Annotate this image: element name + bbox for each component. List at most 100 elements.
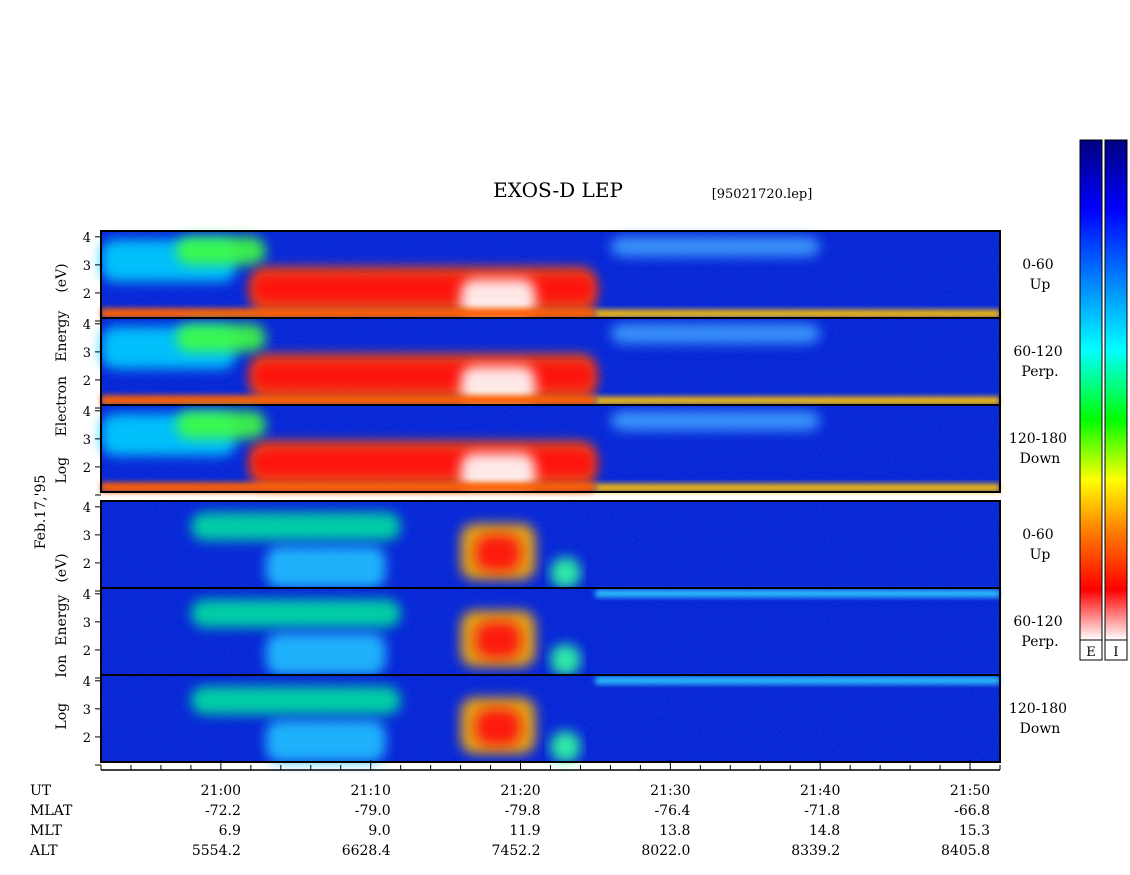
ephemeris-value-mlat: -76.4	[654, 803, 690, 819]
time-tick-label: 21:40	[800, 783, 840, 799]
ephemeris-value-mlat: -79.8	[505, 803, 541, 819]
ephemeris-value-alt: 5554.2	[192, 843, 241, 859]
electron-label-log: Log	[54, 457, 70, 484]
flux-region	[175, 323, 266, 352]
ephemeris-value-mlat: -79.0	[355, 803, 391, 819]
electron-label-energy: Energy	[54, 311, 70, 362]
y-tick-label: 3	[83, 433, 91, 448]
y-tick-label: 2	[83, 461, 91, 476]
ion-bar-label-box	[1104, 639, 1128, 661]
electron-label-electron: Electron	[54, 376, 70, 437]
file-label: [95021720.lep]	[712, 187, 813, 202]
flux-region	[265, 633, 386, 676]
low-energy-band	[101, 395, 596, 406]
ephemeris-row-label: ALT	[29, 843, 58, 859]
time-tick-label: 21:20	[500, 783, 540, 799]
time-tick-label: 21:10	[351, 783, 391, 799]
panel-frame	[100, 404, 1001, 493]
panel-ion-perp	[100, 587, 1001, 676]
ephemeris-row-label: UT	[30, 783, 52, 799]
ephemeris-value-mlat: -72.2	[205, 803, 241, 819]
direction-label: Down	[1020, 721, 1061, 737]
flux-region	[250, 360, 596, 392]
direction-label: Up	[1030, 547, 1051, 563]
low-energy-band	[595, 396, 1000, 405]
ephemeris-value-mlt: 6.9	[219, 823, 241, 839]
panel-frame	[100, 674, 1001, 763]
ion-axis-label: Log Ion Energy (eV)	[54, 553, 70, 729]
ephemeris-value-alt: 6628.4	[342, 843, 391, 859]
y-tick-label: 3	[83, 616, 91, 631]
pitch-angle-label: 120-180	[1009, 701, 1067, 717]
ephemeris-value-mlt: 15.3	[959, 823, 990, 839]
flux-region	[190, 599, 401, 628]
y-tick-label: 4	[83, 501, 91, 516]
pitch-angle-labels: 0-60 Up 60-120 Perp. 120-180 Down 0-60 Up 60-120…	[1009, 257, 1067, 737]
y-tick-label: 2	[83, 731, 91, 746]
direction-label: Up	[1030, 277, 1051, 293]
ephemeris-value-alt: 7452.2	[492, 843, 541, 859]
flux-region	[190, 512, 401, 541]
flux-region	[550, 731, 581, 763]
pitch-angle-label: 0-60	[1022, 527, 1053, 543]
panel-ion-down	[100, 674, 1001, 763]
electron-label-ev: (eV)	[54, 263, 70, 292]
y-tick-label: 2	[83, 374, 91, 389]
ion-label-ion: Ion	[54, 655, 70, 678]
panel-electron-down	[100, 404, 1001, 493]
time-tick-label: 21:30	[650, 783, 690, 799]
flux-region	[610, 323, 821, 344]
electron-bar-label: E	[1086, 645, 1096, 660]
y-tick-label: 2	[83, 557, 91, 572]
low-energy-band	[595, 483, 1000, 492]
low-energy-band	[101, 308, 596, 319]
flux-region	[175, 236, 266, 265]
y-tick-label: 4	[83, 231, 91, 246]
ephemeris-value-alt: 8339.2	[791, 843, 840, 859]
pitch-angle-label: 60-120	[1013, 344, 1062, 360]
ion-color-bar	[1104, 139, 1128, 641]
flux-region	[190, 686, 401, 715]
ephemeris-value-mlt: 13.8	[659, 823, 690, 839]
ion-bar-label: I	[1113, 645, 1118, 660]
flux-region	[610, 236, 821, 257]
direction-label: Down	[1020, 451, 1061, 467]
electron-bar-label-box	[1079, 639, 1103, 661]
flux-region	[475, 708, 521, 746]
ephemeris-value-mlat: -71.8	[804, 803, 840, 819]
high-energy-band	[595, 590, 1000, 597]
ephemeris-table: UT MLAT MLT ALT 21:00 -72.2 6.9 5554.2 21:10 -79.…	[29, 783, 990, 859]
y-tick-label: 3	[83, 703, 91, 718]
direction-label: Perp.	[1021, 634, 1058, 650]
flux-region	[610, 410, 821, 431]
time-axis	[100, 760, 1001, 771]
ephemeris-value-mlt: 14.8	[809, 823, 840, 839]
date-label: Feb.17,'95	[33, 475, 49, 550]
electron-axis-label: Log Electron Energy (eV)	[54, 263, 70, 483]
time-tick-label: 21:50	[950, 783, 990, 799]
panel-ion-up	[100, 500, 1001, 589]
figure-title: EXOS-D LEP	[493, 178, 623, 202]
low-energy-band	[101, 482, 596, 493]
ephemeris-value-mlt: 11.9	[509, 823, 540, 839]
ephemeris-row-label: MLAT	[30, 803, 73, 819]
y-tick-label: 4	[83, 675, 91, 690]
y-tick-label: 3	[83, 529, 91, 544]
panel-electron-up	[100, 230, 1001, 319]
ion-label-log: Log	[54, 703, 70, 730]
y-tick-label: 4	[83, 588, 91, 603]
y-tick-label: 2	[83, 287, 91, 302]
energy-axes: 2 3 4 2 3 4 2 3 4 2 3 4 2 3 4 2 3 4	[83, 231, 101, 766]
pitch-angle-label: 0-60	[1022, 257, 1053, 273]
ephemeris-value-alt: 8405.8	[941, 843, 990, 859]
time-tick-label: 21:00	[201, 783, 241, 799]
ephemeris-value-mlat: -66.8	[954, 803, 990, 819]
y-tick-label: 3	[83, 259, 91, 274]
ion-label-energy: Energy	[54, 595, 70, 646]
panel-electron-perp	[100, 317, 1001, 406]
flux-region	[550, 644, 581, 676]
pitch-angle-label: 120-180	[1009, 431, 1067, 447]
direction-label: Perp.	[1021, 364, 1058, 380]
ephemeris-row-label: MLT	[30, 823, 62, 839]
pitch-angle-label: 60-120	[1013, 614, 1062, 630]
